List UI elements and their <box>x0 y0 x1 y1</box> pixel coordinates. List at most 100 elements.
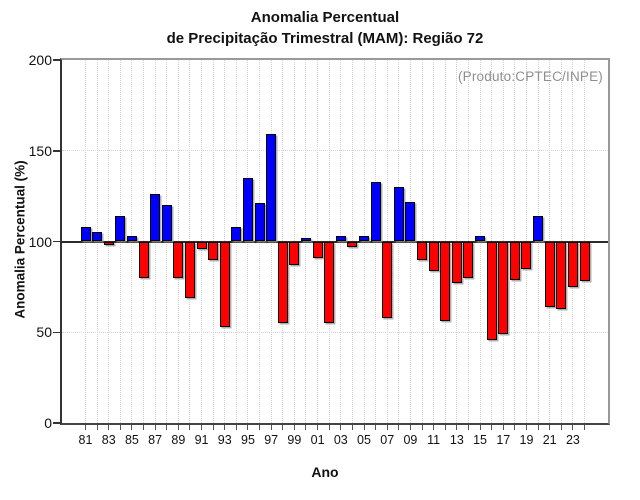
y-tick-label: 200 <box>28 52 52 68</box>
plot-area: (Produto:CPTEC/INPE) 81 83 85 87 89 91 93 95 97 9… <box>29 52 610 447</box>
x-tick <box>572 425 574 430</box>
x-tick <box>143 425 145 430</box>
bar-14 <box>463 241 474 278</box>
x-tick <box>444 425 446 430</box>
x-tick <box>491 425 493 430</box>
x-tick <box>502 425 504 430</box>
x-tick-label: 07 <box>380 433 395 447</box>
bar-85 <box>126 236 137 242</box>
x-tick-label: 13 <box>449 433 464 447</box>
x-tick <box>549 425 551 430</box>
x-tick <box>270 425 272 430</box>
y-tick <box>53 150 61 152</box>
x-tick <box>433 425 435 430</box>
x-tick <box>421 425 423 430</box>
x-tick-label: 05 <box>357 433 371 447</box>
bar-82 <box>92 232 103 242</box>
bar-96 <box>254 203 265 242</box>
bar-87 <box>150 194 161 242</box>
bar-06 <box>370 181 381 242</box>
x-tick <box>479 425 481 430</box>
x-tick <box>259 425 261 430</box>
x-tick-label: 01 <box>310 433 325 447</box>
x-tick <box>375 425 377 430</box>
x-tick <box>560 425 562 430</box>
x-tick-label: 93 <box>217 433 232 447</box>
x-tick <box>108 425 110 430</box>
x-tick-label: 03 <box>333 433 348 447</box>
bar-93 <box>219 241 230 327</box>
x-tick <box>351 425 353 430</box>
x-tick <box>363 425 365 430</box>
x-tick-label: 11 <box>427 433 441 447</box>
bar-03 <box>335 236 346 242</box>
x-tick <box>96 425 98 430</box>
bar-99 <box>289 241 300 266</box>
x-axis-title: Ano <box>311 464 339 480</box>
x-tick-label: 23 <box>565 433 580 447</box>
bar-23 <box>567 241 578 287</box>
x-tick <box>154 425 156 430</box>
bar-19 <box>521 241 532 269</box>
bar-83 <box>103 241 114 246</box>
bar-12 <box>440 241 451 322</box>
bar-13 <box>451 241 462 284</box>
x-tick <box>305 425 307 430</box>
horizontal-gridline <box>62 150 608 152</box>
x-tick <box>514 425 516 430</box>
y-tick-label: 0 <box>44 415 52 431</box>
x-tick-label: 99 <box>287 433 302 447</box>
bar-01 <box>312 241 323 258</box>
bar-10 <box>417 241 428 260</box>
y-tick-label: 100 <box>28 233 52 250</box>
x-tick <box>282 425 284 430</box>
x-tick-label: 19 <box>519 433 534 447</box>
bar-21 <box>544 241 555 307</box>
bar-89 <box>173 241 184 278</box>
bar-84 <box>115 216 126 242</box>
x-tick <box>247 425 249 430</box>
producer-annotation: (Produto:CPTEC/INPE) <box>457 69 603 84</box>
x-tick <box>456 425 458 430</box>
bar-90 <box>184 241 195 298</box>
x-tick-label: 85 <box>124 433 139 447</box>
x-tick <box>131 425 133 430</box>
bar-02 <box>324 241 335 324</box>
bar-09 <box>405 201 416 242</box>
x-tick <box>224 425 226 430</box>
x-tick-label: 09 <box>403 433 418 447</box>
x-tick-label: 15 <box>473 433 487 447</box>
x-tick <box>317 425 319 430</box>
x-tick <box>386 425 388 430</box>
chart-title-line1: Anomalia Percentual <box>250 9 400 26</box>
x-tick <box>398 425 400 430</box>
bar-95 <box>242 177 253 242</box>
x-tick <box>201 425 203 430</box>
y-tick <box>53 240 61 243</box>
chart-title: Anomalia Percentual de Precipitação Trim… <box>30 7 620 49</box>
bar-94 <box>231 226 242 242</box>
bar-97 <box>266 134 277 242</box>
x-tick <box>177 425 179 430</box>
x-tick <box>293 425 295 430</box>
y-tick-label: 50 <box>36 324 52 341</box>
x-tick <box>537 425 539 430</box>
x-tick-label: 81 <box>78 433 93 447</box>
x-tick-label: 97 <box>264 433 279 447</box>
bar-15 <box>475 236 486 242</box>
y-tick-label: 150 <box>28 142 52 159</box>
bar-11 <box>428 241 439 271</box>
bar-88 <box>161 205 172 242</box>
chart-title-line2: de Precipitação Trimestral (MAM): Região… <box>166 30 484 47</box>
x-tick <box>584 425 585 430</box>
x-tick <box>85 425 86 430</box>
horizontal-gridline <box>62 331 608 333</box>
bar-92 <box>208 241 219 260</box>
bar-86 <box>138 241 149 278</box>
bar-05 <box>359 236 369 242</box>
bar-07 <box>382 241 393 318</box>
x-tick <box>119 425 121 430</box>
x-tick <box>235 425 237 430</box>
bar-81 <box>80 226 91 242</box>
